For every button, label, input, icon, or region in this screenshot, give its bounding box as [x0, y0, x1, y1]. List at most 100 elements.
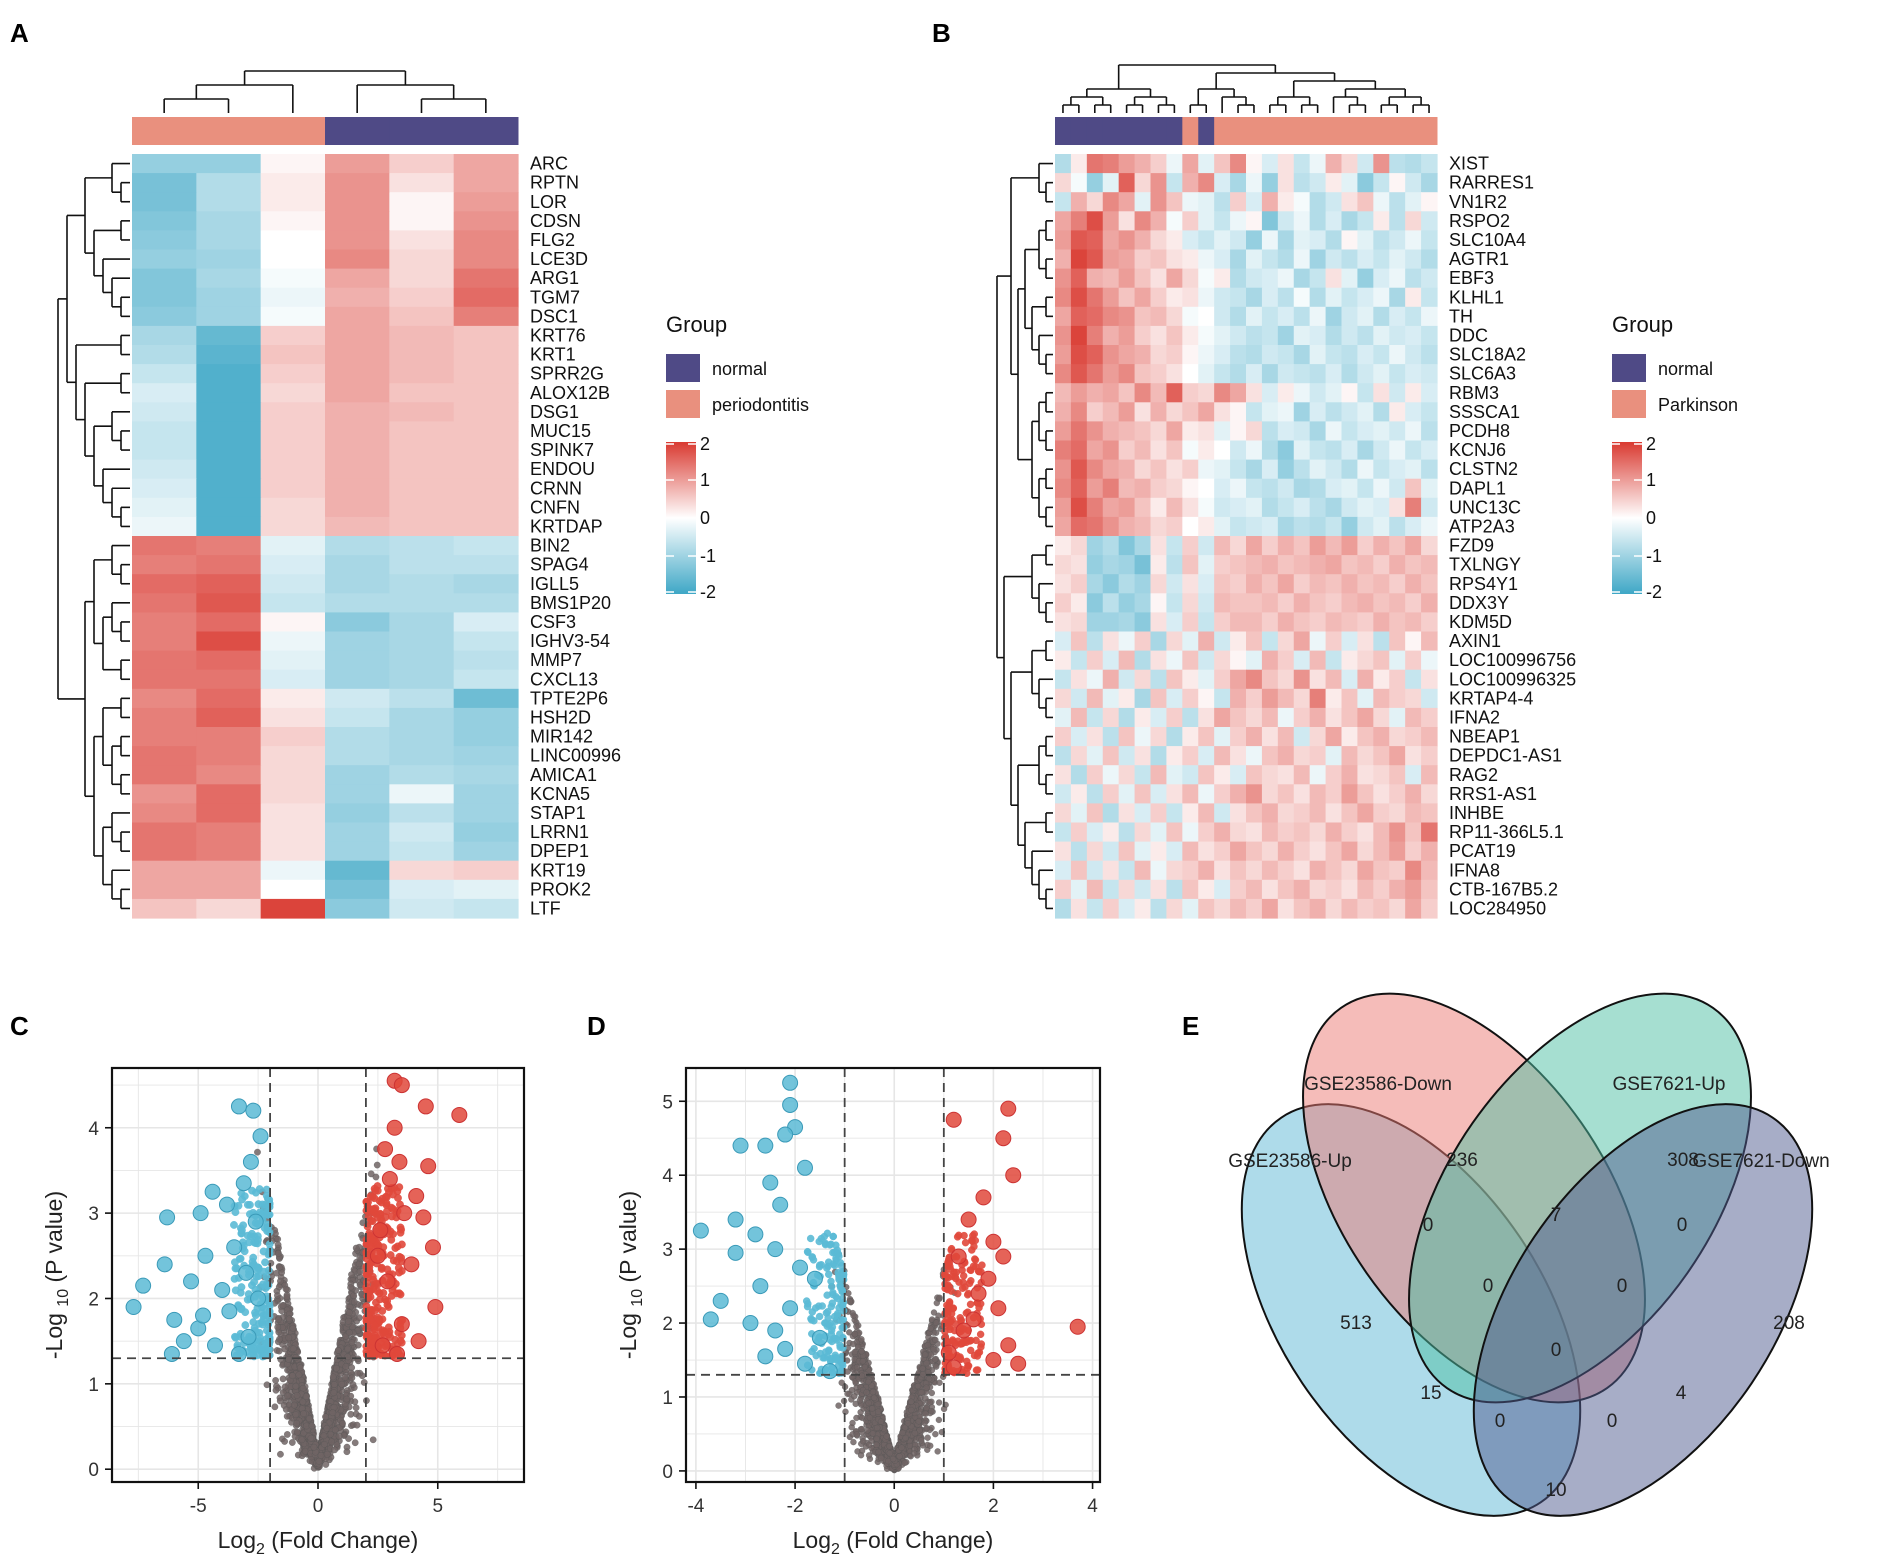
heatmap-cell — [1166, 306, 1183, 327]
heatmap-cell — [1166, 173, 1183, 193]
heatmap-cell — [1086, 306, 1104, 327]
heatmap-cell — [260, 574, 326, 594]
heatmap-cell — [1309, 173, 1327, 193]
group-bar-cell — [389, 117, 455, 145]
heatmap-cell — [1230, 746, 1247, 766]
heatmap-cell — [1166, 669, 1183, 690]
heatmap-cell — [1293, 440, 1311, 461]
point-not-significant — [348, 1339, 356, 1347]
heatmap-cell — [1325, 421, 1343, 442]
row-label: MMP7 — [530, 650, 582, 670]
heatmap-cell — [1070, 421, 1088, 442]
heatmap-cell — [1055, 497, 1072, 518]
heatmap-cell — [1357, 440, 1374, 461]
point-not-significant — [315, 1457, 323, 1465]
heatmap-cell — [1341, 478, 1359, 499]
heatmap-cell — [1102, 784, 1120, 804]
heatmap-cell — [1198, 765, 1215, 785]
point-not-significant — [330, 1389, 338, 1397]
heatmap-cell — [1261, 364, 1279, 384]
heatmap-cell — [1118, 306, 1136, 327]
heatmap-cell — [1246, 822, 1263, 843]
panel-label-b: B — [932, 18, 951, 48]
heatmap-cell — [1055, 402, 1072, 422]
heatmap-cell — [1325, 746, 1343, 766]
point-up — [410, 1333, 427, 1350]
heatmap-cell — [1373, 154, 1390, 174]
heatmap-cell — [1421, 784, 1438, 804]
heatmap-cell — [1405, 574, 1422, 594]
row-label: NBEAP1 — [1449, 727, 1520, 747]
heatmap-cell — [453, 268, 519, 289]
heatmap-cell — [1261, 746, 1279, 766]
heatmap-cell — [1102, 803, 1120, 824]
heatmap-cell — [1230, 249, 1247, 270]
heatmap-cell — [1389, 497, 1406, 518]
legend-label: normal — [712, 359, 767, 379]
heatmap-cell — [325, 211, 390, 231]
heatmap-cell — [1389, 803, 1406, 824]
heatmap-cell — [1102, 459, 1120, 480]
heatmap-cell — [1421, 860, 1438, 881]
heatmap-cell — [1182, 898, 1199, 919]
heatmap-cell — [389, 497, 455, 518]
point-up — [373, 1186, 382, 1195]
heatmap-b: XISTRARRES1VN1R2RSPO2SLC10A4AGTR1EBF3KLH… — [996, 64, 1738, 919]
point-up — [377, 1263, 386, 1272]
heatmap-cell — [260, 192, 326, 212]
heatmap-cell — [1261, 631, 1279, 652]
heatmap-cell — [1246, 497, 1263, 518]
heatmap-cell — [1198, 784, 1215, 804]
heatmap-cell — [1102, 154, 1120, 174]
heatmap-cell — [1309, 516, 1327, 537]
heatmap-cell — [389, 230, 455, 251]
heatmap-cell — [1373, 287, 1390, 308]
heatmap-cell — [260, 688, 326, 709]
heatmap-cell — [1086, 631, 1104, 652]
heatmap-cell — [1214, 402, 1231, 422]
point-not-significant — [341, 1373, 349, 1381]
heatmap-cell — [1421, 383, 1438, 403]
heatmap-cell — [260, 173, 326, 193]
heatmap-cell — [1277, 593, 1295, 613]
heatmap-cell — [325, 555, 390, 575]
heatmap-cell — [1405, 402, 1422, 422]
heatmap-cell — [1086, 268, 1104, 289]
heatmap-cell — [1357, 555, 1374, 575]
point-not-significant — [305, 1415, 313, 1422]
point-down — [249, 1253, 258, 1262]
heatmap-cell — [1277, 727, 1295, 747]
heatmap-cell — [453, 230, 519, 251]
point-not-significant — [275, 1283, 283, 1291]
heatmap-cell — [1230, 841, 1247, 862]
heatmap-cell — [1070, 383, 1088, 403]
heatmap-cell — [196, 536, 262, 556]
heatmap-cell — [1389, 765, 1406, 785]
row-label: LRRN1 — [530, 822, 589, 842]
heatmap-cell — [1150, 555, 1168, 575]
heatmap-cell — [1246, 746, 1263, 766]
heatmap-cell — [1309, 268, 1327, 289]
heatmap-cell — [1325, 536, 1343, 556]
heatmap-cell — [1405, 593, 1422, 613]
heatmap-cell — [132, 536, 197, 556]
heatmap-cell — [1214, 650, 1231, 671]
heatmap-cell — [1150, 669, 1168, 690]
heatmap-cell — [1214, 555, 1231, 575]
heatmap-cell — [325, 650, 390, 671]
heatmap-cell — [1214, 325, 1231, 346]
heatmap-cell — [1086, 345, 1104, 365]
heatmap-cell — [1086, 688, 1104, 709]
heatmap-cell — [1166, 765, 1183, 785]
heatmap-cell — [196, 746, 262, 766]
heatmap-cell — [1150, 173, 1168, 193]
heatmap-cell — [1214, 898, 1231, 919]
row-label: XIST — [1449, 154, 1489, 174]
heatmap-cell — [325, 421, 390, 442]
heatmap-cell — [1198, 364, 1215, 384]
heatmap-cell — [1134, 650, 1152, 671]
heatmap-cell — [1405, 860, 1422, 881]
heatmap-cell — [1214, 192, 1231, 212]
heatmap-cell — [1118, 249, 1136, 270]
heatmap-cell — [1373, 612, 1390, 633]
